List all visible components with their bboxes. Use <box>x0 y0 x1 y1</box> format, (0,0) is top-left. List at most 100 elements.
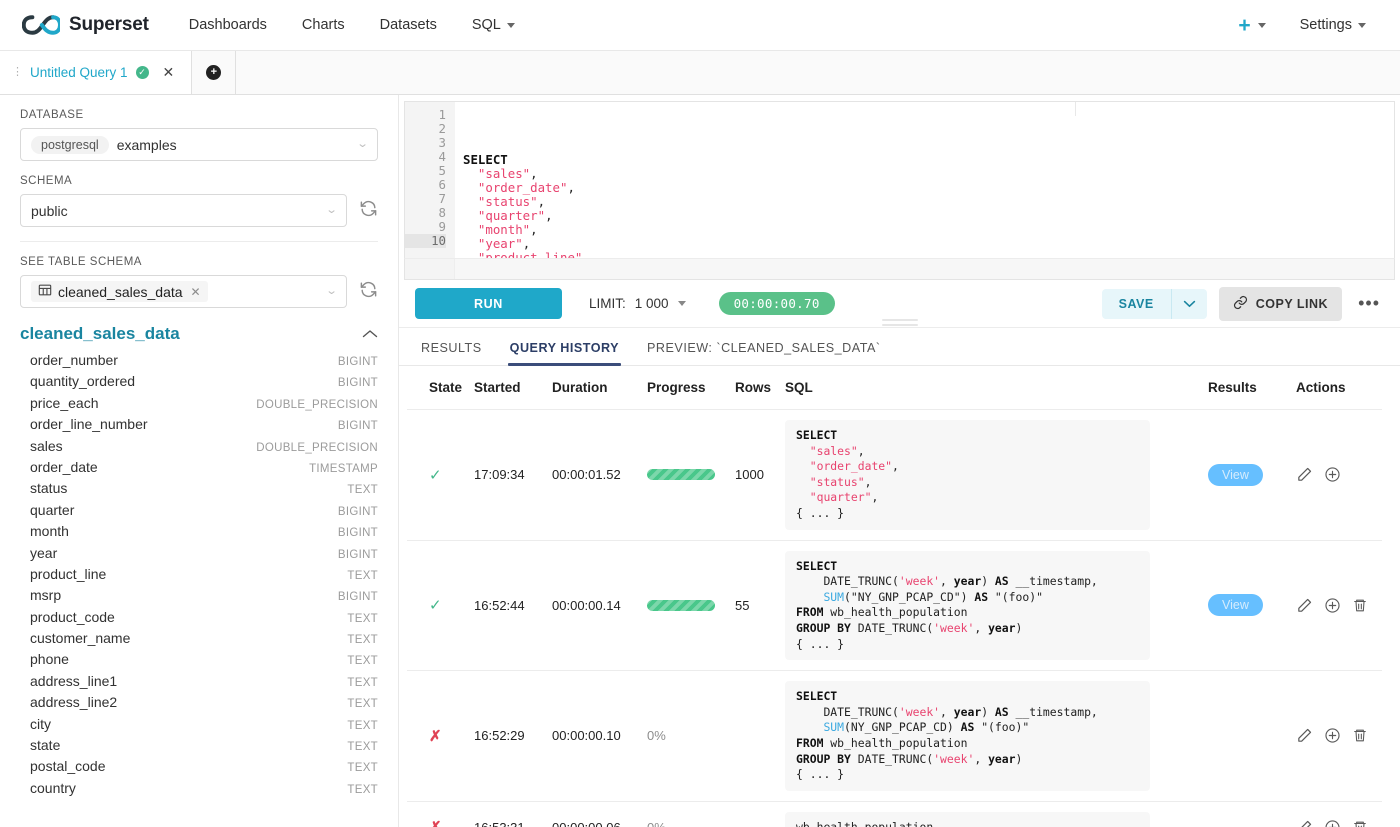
table-row[interactable]: ✗ 16:52:29 00:00:00.10 0% SELECT DATE_TRUNC(… <box>407 670 1382 802</box>
brand-logo-group[interactable]: Superset <box>21 13 149 37</box>
remove-table-icon[interactable]: ✕ <box>190 284 201 299</box>
column-row[interactable]: order_number BIGINT <box>20 352 378 373</box>
right-panel: 1 2 3 4 5 6 7 8 9 10 SELECT "sales", "order_date"… <box>399 95 1400 827</box>
result-tab-2[interactable]: PREVIEW: `CLEANED_SALES_DATA` <box>633 341 895 365</box>
schema-row: public ⌄ <box>20 194 378 227</box>
copy-link-button[interactable]: COPY LINK <box>1218 286 1343 321</box>
column-name: postal_code <box>30 758 106 775</box>
drag-dots-icon[interactable]: ⋮ <box>12 66 23 78</box>
chevron-down-icon <box>1358 22 1366 28</box>
column-row[interactable]: product_line TEXT <box>20 566 378 587</box>
view-results-button[interactable]: View <box>1208 463 1263 486</box>
close-icon[interactable]: ✕ <box>162 64 175 80</box>
table-row[interactable]: ✓ 16:52:44 00:00:00.14 55 SELECT DATE_TRUNC(… <box>407 540 1382 672</box>
column-name: price_each <box>30 394 99 411</box>
database-value: examples <box>116 136 177 153</box>
progress-value: 0% <box>647 728 666 744</box>
cell-sql[interactable]: SELECT DATE_TRUNC('week', year) AS __tim… <box>779 540 1202 672</box>
cell-started: 16:53:31 <box>468 801 547 827</box>
column-row[interactable]: msrp BIGINT <box>20 587 378 608</box>
edit-query-icon[interactable] <box>1296 819 1313 827</box>
delete-query-icon[interactable] <box>1352 819 1368 827</box>
save-dropdown-button[interactable] <box>1170 288 1207 319</box>
query-tab-untitled-query-1[interactable]: ⋮ Untitled Query 1 ✓ ✕ <box>0 51 193 94</box>
add-query-icon[interactable] <box>1324 466 1341 483</box>
add-query-icon[interactable] <box>1324 597 1341 614</box>
plus-circle-icon: + <box>206 65 222 80</box>
refresh-schema-icon[interactable] <box>359 199 378 223</box>
column-row[interactable]: city TEXT <box>20 716 378 737</box>
edit-query-icon[interactable] <box>1296 727 1313 744</box>
nav-link-charts[interactable]: Charts <box>286 11 361 39</box>
cell-state: ✓ <box>407 409 469 541</box>
cell-state: ✗ <box>407 670 469 802</box>
column-type: TEXT <box>347 569 378 582</box>
cell-sql[interactable]: wb_health_population <box>779 801 1202 827</box>
cell-rows: 55 <box>729 540 780 672</box>
column-row[interactable]: quarter BIGINT <box>20 502 378 523</box>
add-tab-button[interactable]: + <box>192 51 237 94</box>
column-row[interactable]: month BIGINT <box>20 523 378 544</box>
column-type: BIGINT <box>337 420 378 433</box>
table-select[interactable]: cleaned_sales_data ✕ ⌄ <box>20 275 347 308</box>
column-row[interactable]: year BIGINT <box>20 545 378 566</box>
column-row[interactable]: phone TEXT <box>20 651 378 672</box>
more-options-icon[interactable]: ••• <box>1358 293 1380 313</box>
table-row[interactable]: ✓ 17:09:34 00:00:01.52 1000 SELECT "sales", … <box>407 409 1382 541</box>
column-row[interactable]: state TEXT <box>20 737 378 758</box>
cell-sql[interactable]: SELECT DATE_TRUNC('week', year) AS __tim… <box>779 670 1202 802</box>
column-row[interactable]: customer_name TEXT <box>20 630 378 651</box>
column-name: product_code <box>30 608 115 625</box>
chevron-up-icon[interactable] <box>362 327 378 342</box>
column-list: order_number BIGINT quantity_ordered BIGINT… <box>0 352 398 801</box>
column-row[interactable]: postal_code TEXT <box>20 758 378 779</box>
column-row[interactable]: product_code TEXT <box>20 609 378 630</box>
delete-query-icon[interactable] <box>1352 727 1368 744</box>
edit-query-icon[interactable] <box>1296 466 1313 483</box>
schema-select[interactable]: public ⌄ <box>20 194 347 227</box>
refresh-table-icon[interactable] <box>359 280 378 304</box>
add-query-icon[interactable] <box>1324 727 1341 744</box>
chevron-down-icon: ⌄ <box>325 285 338 297</box>
limit-value: 1 000 <box>634 296 669 311</box>
column-row[interactable]: price_each DOUBLE_PRECISION <box>20 395 378 416</box>
settings-menu[interactable]: Settings <box>1284 11 1382 39</box>
column-row[interactable]: order_line_number BIGINT <box>20 416 378 437</box>
limit-dropdown[interactable]: LIMIT: 1 000 <box>589 296 686 311</box>
database-select[interactable]: postgresql examples ⌄ <box>20 128 378 161</box>
table-schema-header[interactable]: cleaned_sales_data <box>0 308 398 352</box>
state-failed-icon: ✗ <box>429 727 442 745</box>
column-name: order_number <box>30 352 118 368</box>
sql-editor-code[interactable]: SELECT "sales", "order_date", "status", … <box>455 102 1394 258</box>
edit-query-icon[interactable] <box>1296 597 1313 614</box>
column-row[interactable]: country TEXT <box>20 780 378 801</box>
save-button[interactable]: SAVE <box>1101 288 1171 319</box>
nav-link-datasets[interactable]: Datasets <box>364 11 453 39</box>
view-results-button[interactable]: View <box>1208 594 1263 617</box>
column-row[interactable]: sales DOUBLE_PRECISION <box>20 438 378 459</box>
column-row[interactable]: address_line2 TEXT <box>20 694 378 715</box>
result-tab-0[interactable]: RESULTS <box>407 341 496 365</box>
table-row[interactable]: ✗ 16:53:3100:00:00.06 0% wb_health_populati… <box>407 801 1382 827</box>
column-name: customer_name <box>30 630 131 647</box>
column-row[interactable]: order_date TIMESTAMP <box>20 459 378 480</box>
result-tab-1[interactable]: QUERY HISTORY <box>496 341 633 366</box>
new-item-button[interactable]: + <box>1230 11 1273 40</box>
column-row[interactable]: quantity_ordered BIGINT <box>20 373 378 394</box>
add-query-icon[interactable] <box>1324 819 1341 827</box>
column-type: TEXT <box>347 484 378 497</box>
column-row[interactable]: address_line1 TEXT <box>20 673 378 694</box>
column-name: month <box>30 523 69 540</box>
run-button[interactable]: RUN <box>415 288 562 319</box>
table-header-row: State Started Duration Progress Rows SQL Resul… <box>407 366 1382 410</box>
column-header-rows: Rows <box>729 366 780 410</box>
nav-link-sql[interactable]: SQL <box>456 11 531 39</box>
sql-editor[interactable]: 1 2 3 4 5 6 7 8 9 10 SELECT "sales", "order_date"… <box>404 101 1395 258</box>
column-row[interactable]: status TEXT <box>20 480 378 501</box>
cell-sql[interactable]: SELECT "sales", "order_date", "status", … <box>779 409 1202 541</box>
editor-resize-handle[interactable] <box>881 319 918 326</box>
nav-link-dashboards[interactable]: Dashboards <box>173 11 283 39</box>
delete-query-icon[interactable] <box>1352 597 1368 614</box>
row-actions <box>1296 597 1376 614</box>
cell-duration: 00:00:00.06 <box>546 801 642 827</box>
